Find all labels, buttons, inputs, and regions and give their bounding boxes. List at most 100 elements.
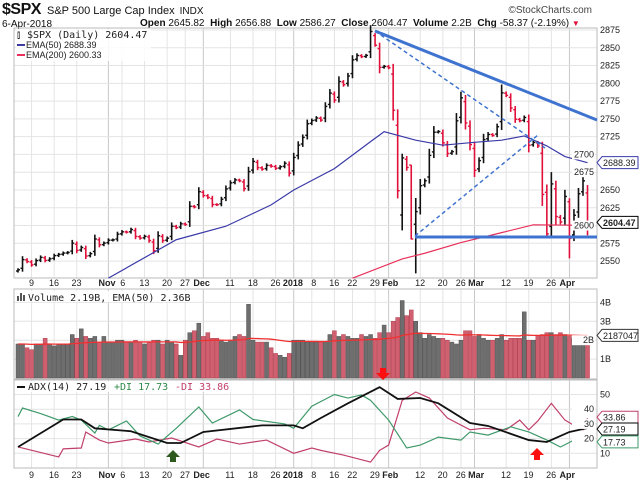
x-tick-label: 12 bbox=[415, 278, 425, 288]
ohlc-bar bbox=[373, 33, 378, 47]
ohlc-bar bbox=[477, 157, 482, 173]
resistance-trendline[interactable] bbox=[374, 29, 598, 122]
x-tick-label-bottom: 13 bbox=[139, 470, 149, 480]
close-value: 2604.47 bbox=[371, 18, 408, 29]
ohlc-bar bbox=[52, 253, 57, 261]
adx-line bbox=[17, 386, 588, 448]
ohlc-bar bbox=[260, 166, 265, 171]
ohlc-bar bbox=[350, 55, 355, 79]
y-tick-label: 2875 bbox=[600, 25, 620, 35]
ohlc-bar bbox=[56, 252, 61, 257]
ohlc-bar bbox=[327, 89, 332, 109]
ohlc-bar bbox=[34, 258, 39, 267]
ohlc-bar bbox=[549, 172, 554, 239]
volume-bar bbox=[336, 336, 342, 379]
adx-y-tick-label: 40 bbox=[584, 404, 594, 414]
ohlc-bar bbox=[513, 106, 518, 123]
ohlc-bar bbox=[278, 165, 283, 170]
volume-bar bbox=[155, 339, 161, 379]
volume-bar bbox=[372, 338, 378, 379]
volume-bar bbox=[246, 304, 251, 379]
ohlc-bar bbox=[490, 133, 495, 137]
legend-ema50: EMA(50) 2688.39 bbox=[26, 40, 97, 50]
ohlc-bar bbox=[291, 152, 296, 176]
volume-bar bbox=[187, 332, 193, 379]
ohlc-bar bbox=[472, 141, 477, 177]
value-tag: 2187047 bbox=[596, 328, 639, 342]
ema50-line bbox=[108, 131, 588, 279]
x-tick-label-bottom: Feb bbox=[382, 470, 399, 480]
x-tick-label: Nov bbox=[99, 278, 116, 288]
ohlc-bar bbox=[160, 234, 165, 243]
volume-bar bbox=[237, 334, 242, 379]
ohlc-bar bbox=[395, 109, 400, 199]
ohlc-bar bbox=[495, 123, 500, 138]
ohlc-bar bbox=[255, 159, 260, 171]
volume-bar bbox=[499, 334, 504, 379]
volume-bar bbox=[178, 355, 183, 379]
x-tick-label-bottom: 6 bbox=[120, 470, 125, 480]
volume-bar bbox=[318, 341, 324, 379]
legend-price: $SPX (Daily) 2604.47 bbox=[27, 30, 147, 41]
dashed-trendline[interactable] bbox=[414, 134, 539, 237]
dashed-trendline[interactable] bbox=[374, 30, 546, 149]
adx-y-tick-label: 50 bbox=[600, 390, 610, 400]
ohlc-bar bbox=[300, 134, 305, 147]
ohlc-bar bbox=[151, 238, 156, 255]
x-tick-label-bottom: 11 bbox=[225, 470, 234, 480]
volume-y-tick-label: 3B bbox=[600, 316, 611, 326]
volume-bar bbox=[300, 339, 306, 379]
adx-y-tick-label: 30 bbox=[584, 419, 594, 429]
ohlc-bar bbox=[165, 236, 170, 242]
ohlc-bar bbox=[133, 227, 138, 240]
ohlc-bar bbox=[581, 176, 585, 196]
volume-bar bbox=[65, 343, 70, 379]
ohlc-bar bbox=[92, 234, 97, 256]
ohlc-bar bbox=[282, 161, 287, 169]
volume-bar bbox=[408, 309, 414, 379]
ohlc-bar bbox=[558, 214, 563, 225]
open-label: Open bbox=[140, 18, 166, 29]
volume-bar bbox=[454, 343, 459, 379]
volume-bar bbox=[517, 338, 522, 379]
x-tick-label-bottom: Nov bbox=[99, 470, 116, 480]
y-tick-label: 2750 bbox=[600, 114, 620, 124]
ohlc-bar bbox=[562, 189, 567, 225]
volume-bar bbox=[92, 336, 98, 379]
x-tick-label: 8 bbox=[311, 278, 316, 288]
value-tags: 2688.39 2604.47 2187047 33.86 27.19 17.73 bbox=[596, 156, 639, 449]
volume-bar bbox=[151, 339, 156, 379]
ohlc-bar bbox=[129, 227, 133, 234]
legend-adx: ADX(14) 27.19 bbox=[28, 382, 106, 393]
volume-bar bbox=[368, 334, 373, 379]
volume-bar bbox=[549, 332, 554, 379]
ohlc-bar bbox=[65, 251, 70, 255]
ohlc-bar bbox=[223, 185, 228, 202]
ohlc-bar bbox=[205, 194, 210, 200]
tick-label-background bbox=[572, 335, 595, 346]
volume-bar bbox=[119, 339, 125, 379]
volume-bar bbox=[97, 341, 102, 379]
volume-bar bbox=[201, 336, 206, 379]
volume-bar bbox=[377, 332, 382, 379]
volume-bar bbox=[472, 336, 477, 379]
volume-legend-background bbox=[16, 291, 194, 302]
x-tick-label-bottom: 12 bbox=[501, 470, 511, 480]
x-tick-label: 6 bbox=[120, 278, 125, 288]
ohlc-bar bbox=[309, 118, 314, 126]
x-tick-label: 18 bbox=[248, 278, 258, 288]
ohlc-bar bbox=[47, 257, 52, 262]
volume-bar bbox=[431, 336, 437, 379]
volume-bar bbox=[47, 343, 52, 379]
volume-bar bbox=[79, 328, 84, 379]
low-label: Low bbox=[276, 18, 297, 29]
ohlc-bar bbox=[427, 148, 432, 184]
change-value: -58.37 (-2.19%) bbox=[499, 18, 570, 29]
volume-bar bbox=[142, 343, 147, 379]
quote-summary: Open 2645.82 High 2656.88 Low 2586.27 Cl… bbox=[140, 18, 580, 29]
ohlc-bar bbox=[377, 42, 382, 74]
x-tick-label-bottom: 18 bbox=[248, 470, 258, 480]
y-tick-label: 2675 bbox=[574, 167, 594, 177]
ohlc-bar bbox=[404, 156, 409, 171]
